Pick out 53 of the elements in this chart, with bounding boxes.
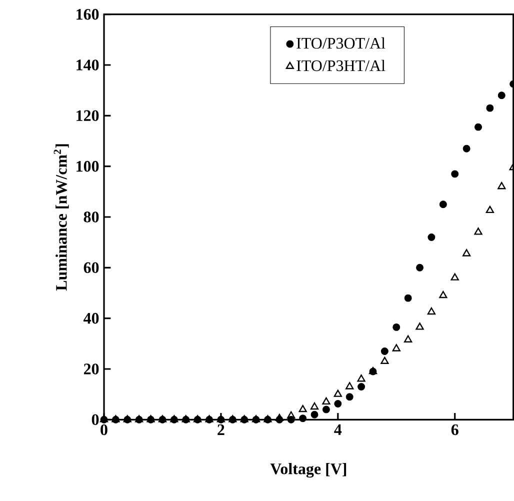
y-tick-label: 100: [76, 160, 99, 172]
point: [275, 414, 284, 421]
y-tick-label: 20: [84, 364, 99, 374]
point: [498, 182, 506, 190]
point: [498, 92, 506, 100]
point: [392, 344, 400, 352]
point: [427, 307, 436, 315]
x-tick-label: 6: [451, 424, 458, 436]
point: [392, 323, 400, 331]
point: [428, 234, 436, 242]
point: [486, 104, 494, 112]
point: [404, 335, 412, 342]
point: [380, 348, 388, 356]
point: [310, 410, 318, 418]
point: [486, 206, 494, 214]
point: [450, 273, 459, 280]
point: [416, 322, 424, 330]
point: [404, 294, 412, 302]
point: [334, 400, 342, 408]
point: [346, 382, 354, 390]
x-axis-title: Voltage [V]: [270, 462, 346, 478]
point: [474, 123, 482, 131]
x-tick-label: 4: [334, 424, 342, 435]
point: [474, 228, 482, 235]
point: [439, 290, 448, 298]
y-tick-label: 80: [84, 212, 99, 222]
point: [358, 382, 366, 390]
point: [451, 170, 459, 178]
point: [462, 249, 471, 256]
y-tick-label: 0: [92, 414, 99, 426]
y-tick-label: 120: [76, 110, 99, 122]
point: [357, 374, 366, 382]
y-tick-label: 40: [84, 312, 99, 324]
y-tick-label: 60: [84, 262, 99, 274]
point: [322, 397, 330, 405]
point: [462, 144, 470, 152]
point: [416, 264, 424, 272]
y-tick-label: 140: [76, 60, 99, 70]
point: [334, 390, 342, 397]
x-tick-label: 2: [218, 424, 224, 435]
legend-label: ITO/P3HT/Al: [296, 60, 386, 72]
point: [287, 411, 296, 418]
x-tick-label: 0: [100, 424, 108, 436]
point: [439, 200, 447, 208]
y-tick-label: 160: [76, 8, 99, 20]
point: [380, 356, 389, 364]
legend-label: ITO/P3OT/Al: [296, 37, 386, 49]
point: [298, 404, 307, 412]
point: [322, 406, 330, 414]
y-axis-title: Luminance [nW/cm$^{2}$]: [54, 144, 69, 291]
point: [310, 402, 319, 410]
point: [346, 393, 354, 401]
point: [299, 414, 307, 422]
